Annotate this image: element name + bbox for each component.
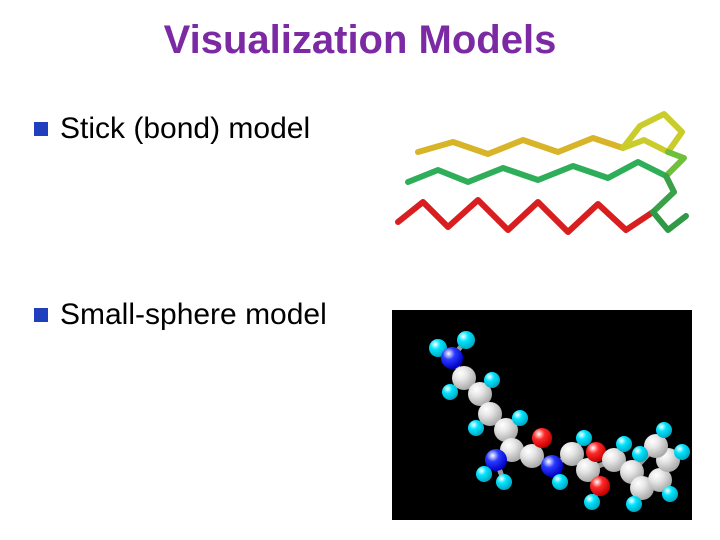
small-sphere-model-svg bbox=[392, 310, 692, 520]
slide-title: Visualization Models bbox=[0, 18, 720, 63]
bullet-item: Stick (bond) model bbox=[34, 112, 310, 146]
bullet-label: Small-sphere model bbox=[60, 298, 327, 332]
stick-model-svg bbox=[368, 92, 698, 262]
bullet-square-icon bbox=[34, 308, 48, 322]
small-sphere-model-figure bbox=[392, 310, 692, 520]
bullet-label: Stick (bond) model bbox=[60, 112, 310, 146]
bullet-item: Small-sphere model bbox=[34, 298, 327, 332]
slide: Visualization Models Stick (bond) model S… bbox=[0, 0, 720, 540]
bullet-square-icon bbox=[34, 122, 48, 136]
stick-model-figure bbox=[368, 92, 698, 262]
